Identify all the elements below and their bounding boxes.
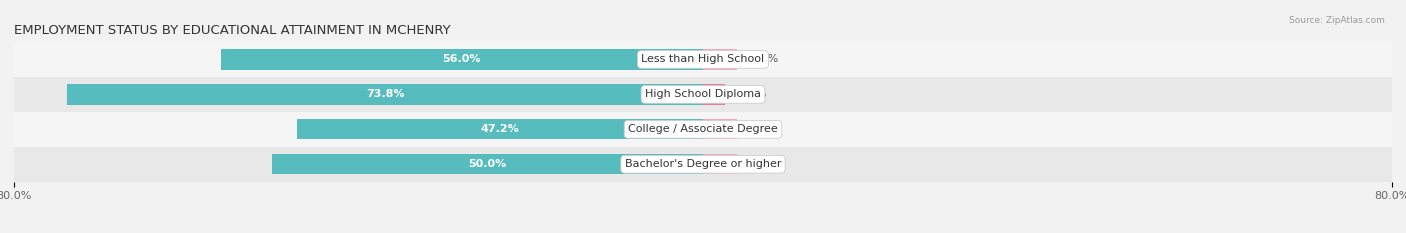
Text: Bachelor's Degree or higher: Bachelor's Degree or higher (624, 159, 782, 169)
Text: Source: ZipAtlas.com: Source: ZipAtlas.com (1289, 16, 1385, 25)
Bar (14, 42, 1392, 77)
Bar (273, 154, 703, 174)
Text: 0.0%: 0.0% (751, 55, 779, 64)
Bar (703, 84, 725, 105)
Text: 0.0%: 0.0% (751, 159, 779, 169)
Text: EMPLOYMENT STATUS BY EDUCATIONAL ATTAINMENT IN MCHENRY: EMPLOYMENT STATUS BY EDUCATIONAL ATTAINM… (14, 24, 451, 37)
Bar (14, 112, 1392, 147)
Bar (67, 84, 703, 105)
Bar (14, 147, 1392, 182)
Text: 0.0%: 0.0% (751, 124, 779, 134)
Text: High School Diploma: High School Diploma (645, 89, 761, 99)
Bar (297, 119, 703, 139)
Bar (703, 49, 738, 69)
Text: College / Associate Degree: College / Associate Degree (628, 124, 778, 134)
Text: 73.8%: 73.8% (366, 89, 405, 99)
Bar (14, 77, 1392, 112)
Bar (221, 49, 703, 69)
Text: 2.6%: 2.6% (738, 89, 766, 99)
Text: 50.0%: 50.0% (468, 159, 506, 169)
Text: Less than High School: Less than High School (641, 55, 765, 64)
Bar (703, 119, 738, 139)
Bar (703, 154, 738, 174)
Text: 56.0%: 56.0% (443, 55, 481, 64)
Text: 47.2%: 47.2% (481, 124, 519, 134)
